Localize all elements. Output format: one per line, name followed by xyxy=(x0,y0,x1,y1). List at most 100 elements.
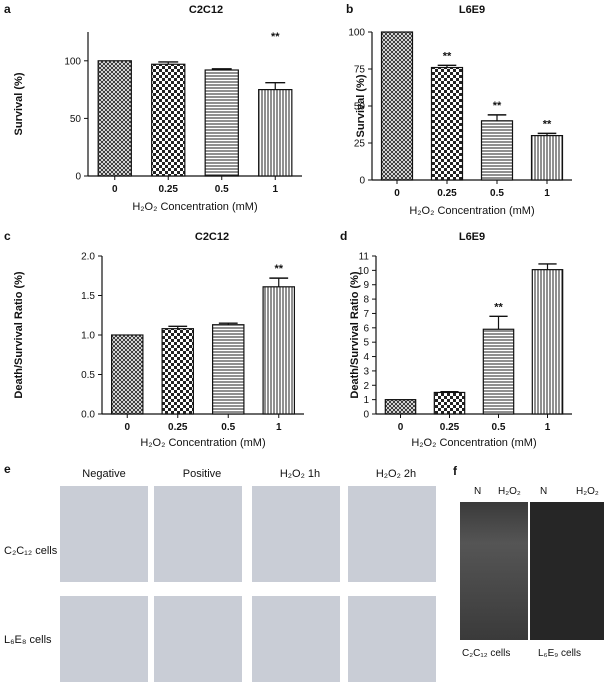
x-tick-label-d-1: 0.25 xyxy=(440,422,460,433)
x-tick-label-b-2: 0.5 xyxy=(490,188,504,199)
y-tick-label-a: 0 xyxy=(75,172,81,183)
bar-d-1 xyxy=(433,391,466,415)
significance-b-1: ** xyxy=(443,50,452,62)
y-tick-label-d: 4 xyxy=(363,352,369,363)
gel-l6e9 xyxy=(530,502,604,640)
panel-f-letter: f xyxy=(453,464,457,478)
y-tick-label-d: 8 xyxy=(363,295,369,306)
chart-b: b L6E9 0 25 50 75 100 Survival (%) H₂O₂ Concentr… xyxy=(346,2,572,217)
bar-a-0 xyxy=(97,60,132,177)
y-axis-label-c: Death/Survival Ratio (%) xyxy=(13,271,25,398)
significance-a-3: ** xyxy=(271,31,280,43)
bar-b-3 xyxy=(530,135,564,181)
x-tick-label-d-2: 0.5 xyxy=(492,422,506,433)
x-tick-label-a-2: 0.5 xyxy=(215,184,229,195)
chart-title-a: C2C12 xyxy=(189,4,223,16)
y-tick-label-d: 1 xyxy=(363,395,369,406)
gel-lane-h2o2-right: H₂O₂ xyxy=(576,486,599,497)
bar-b-2 xyxy=(480,120,514,181)
y-tick-label-d: 3 xyxy=(363,366,369,377)
bar-b-0 xyxy=(380,31,414,181)
x-axis-label-b: H₂O₂ Concentration (mM) xyxy=(409,205,534,217)
significance-b-2: ** xyxy=(493,100,502,112)
chart-title-d: L6E9 xyxy=(459,231,485,243)
bar-d-0 xyxy=(384,399,417,415)
row-label-c2c12: C₂C₁₂ cells xyxy=(4,545,58,557)
chart-a: a C2C12 0 50 100 Survival (%) H₂O₂ Concentrati… xyxy=(4,2,302,213)
y-axis-label-a: Survival (%) xyxy=(13,72,25,135)
x-tick-label-b-0: 0 xyxy=(394,188,400,199)
y-tick-label-d: 5 xyxy=(363,338,369,349)
micrograph-c2c12-h2o2-2h xyxy=(348,486,436,582)
y-tick-label-c: 1.0 xyxy=(81,331,95,342)
bar-c-1 xyxy=(161,328,195,415)
bar-b-1 xyxy=(430,66,464,181)
significance-d-2: ** xyxy=(494,301,503,313)
y-axis-label-b: Survival (%) xyxy=(355,74,367,137)
gel-c2c12 xyxy=(460,502,528,640)
y-tick-label-b: 25 xyxy=(354,139,366,150)
x-tick-label-c-1: 0.25 xyxy=(168,422,188,433)
bar-d-3 xyxy=(531,269,564,415)
row-label-l6e8: L₆E₈ cells xyxy=(4,634,52,646)
x-tick-label-c-2: 0.5 xyxy=(221,422,235,433)
y-tick-label-c: 2.0 xyxy=(81,252,95,263)
y-tick-label-d: 6 xyxy=(363,323,369,334)
gel-lane-h2o2-left: H₂O₂ xyxy=(498,486,521,497)
gel-caption-l6e9: L₆E₉ cells xyxy=(538,648,582,659)
x-axis-label-a: H₂O₂ Concentration (mM) xyxy=(132,201,257,213)
panel-letter-b: b xyxy=(346,2,353,16)
micrograph-c2c12-h2o2-1h xyxy=(252,486,340,582)
micrograph-c2c12-positive xyxy=(154,486,242,582)
y-tick-label-d: 9 xyxy=(363,280,369,291)
y-tick-label-b: 0 xyxy=(359,176,365,187)
panel-letter-d: d xyxy=(340,229,347,243)
bar-c-3 xyxy=(262,286,296,415)
y-tick-label-d: 2 xyxy=(363,381,369,392)
bar-d-2 xyxy=(482,328,515,415)
micrograph-l6e8-h2o2-2h xyxy=(348,596,436,682)
x-axis-label-d: H₂O₂ Concentration (mM) xyxy=(411,437,536,449)
y-tick-label-c: 0.0 xyxy=(81,410,95,421)
y-tick-label-a: 50 xyxy=(70,114,82,125)
bar-a-2 xyxy=(204,69,239,177)
micrograph-c2c12-negative xyxy=(60,486,148,582)
panel-e-letter: e xyxy=(4,462,11,476)
gel-lane-n-right: N xyxy=(540,486,548,497)
x-tick-label-d-3: 1 xyxy=(545,422,551,433)
col-title-h2o2-1h: H₂O₂ 1h xyxy=(279,468,321,480)
y-tick-label-d: 0 xyxy=(363,410,369,421)
significance-c-3: ** xyxy=(274,263,283,275)
panel-letter-a: a xyxy=(4,2,11,16)
micrograph-l6e8-positive xyxy=(154,596,242,682)
gel-caption-c2c12: C₂C₁₂ cells xyxy=(462,648,511,659)
x-tick-label-a-0: 0 xyxy=(112,184,118,195)
x-tick-label-c-0: 0 xyxy=(124,422,130,433)
x-tick-label-b-1: 0.25 xyxy=(437,188,457,199)
y-tick-label-b: 100 xyxy=(348,28,365,39)
significance-b-3: ** xyxy=(543,118,552,130)
gel-lane-n-left: N xyxy=(474,486,482,497)
y-tick-label-d: 11 xyxy=(359,252,370,263)
x-tick-label-a-1: 0.25 xyxy=(159,184,179,195)
bar-a-3 xyxy=(258,88,293,177)
bar-a-1 xyxy=(151,63,186,177)
micrograph-l6e8-h2o2-1h xyxy=(252,596,340,682)
y-tick-label-a: 100 xyxy=(64,56,81,67)
col-title-positive: Positive xyxy=(182,468,222,480)
y-axis-label-d: Death/Survival Ratio (%) xyxy=(349,271,361,398)
chart-c: c C2C12 0.0 0.5 1.0 1.5 2.0 Death/Survival Rati… xyxy=(4,229,304,449)
y-tick-label-b: 75 xyxy=(354,65,366,76)
chart-title-c: C2C12 xyxy=(195,231,229,243)
y-tick-label-c: 0.5 xyxy=(81,370,95,381)
micrograph-l6e8-negative xyxy=(60,596,148,682)
col-title-negative: Negative xyxy=(82,468,126,480)
bar-c-0 xyxy=(110,334,144,415)
x-tick-label-c-3: 1 xyxy=(276,422,282,433)
y-tick-label-d: 7 xyxy=(363,309,369,320)
x-tick-label-b-3: 1 xyxy=(544,188,550,199)
y-tick-label-b: 50 xyxy=(354,102,366,113)
y-tick-label-c: 1.5 xyxy=(81,291,95,302)
